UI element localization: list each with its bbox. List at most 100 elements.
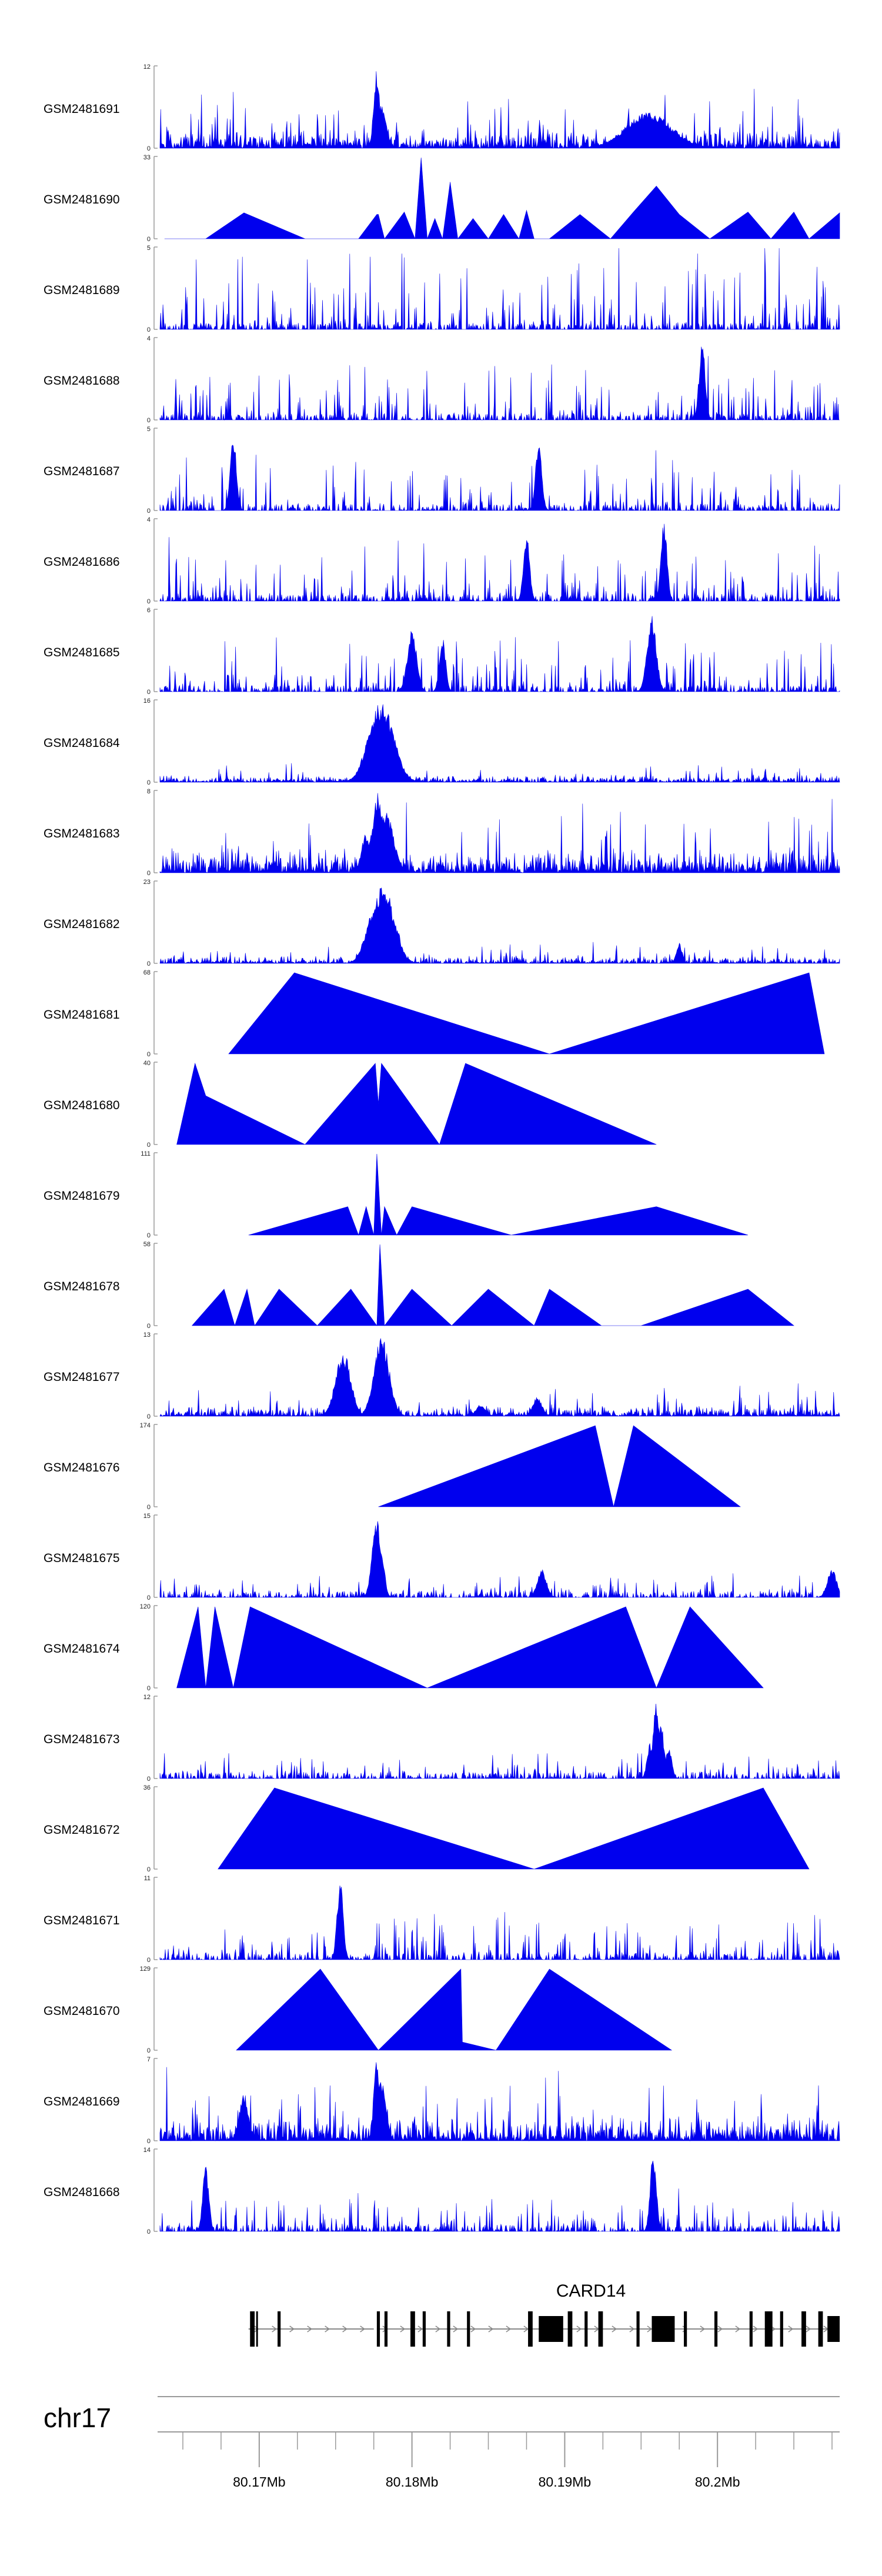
exon xyxy=(714,2311,718,2347)
y-max-label: 174 xyxy=(140,1422,151,1429)
genome-axis: chr17 80.17Mb 80.18Mb 80.19Mb 80.2Mb xyxy=(44,2396,840,2490)
y-max-label: 5 xyxy=(147,426,151,433)
track-label: GSM2481680 xyxy=(44,1099,120,1112)
y-min-label: 0 xyxy=(147,417,151,424)
exon xyxy=(584,2311,588,2347)
exon xyxy=(422,2311,426,2347)
track-GSM2481679: GSM2481679 111 0 xyxy=(44,1150,749,1239)
y-min-label: 0 xyxy=(147,508,151,515)
exon xyxy=(749,2311,753,2347)
tick-label: 80.17Mb xyxy=(233,2474,286,2490)
coverage-area xyxy=(159,248,840,331)
coverage-area xyxy=(159,704,840,783)
exon xyxy=(278,2311,281,2347)
track-label: GSM2481685 xyxy=(44,646,120,659)
track-label: GSM2481687 xyxy=(44,465,120,478)
coverage-area xyxy=(159,1338,840,1417)
exon xyxy=(376,2311,380,2347)
y-max-label: 7 xyxy=(147,2056,151,2063)
strand-arrow xyxy=(325,2325,330,2333)
y-min-label: 0 xyxy=(147,2138,151,2145)
y-min-label: 0 xyxy=(147,2228,151,2235)
track-label: GSM2481682 xyxy=(44,917,120,931)
coverage-area xyxy=(159,523,840,602)
track-label: GSM2481668 xyxy=(44,2185,120,2199)
strand-arrow xyxy=(470,2325,476,2333)
strand-arrow xyxy=(272,2325,278,2333)
exon xyxy=(447,2311,450,2347)
strand-arrow xyxy=(342,2325,348,2333)
exon xyxy=(384,2311,388,2347)
track-label: GSM2481678 xyxy=(44,1280,120,1293)
strand-arrow xyxy=(735,2325,741,2333)
y-min-label: 0 xyxy=(147,145,151,152)
tick-label: 80.18Mb xyxy=(386,2474,439,2490)
coverage-area xyxy=(159,1886,840,1961)
strand-arrow xyxy=(254,2325,260,2333)
exon xyxy=(250,2311,255,2347)
y-min-label: 0 xyxy=(147,1232,151,1239)
coverage-area xyxy=(176,1062,657,1145)
track-GSM2481675: GSM2481675 15 0 xyxy=(44,1513,840,1601)
coverage-area xyxy=(159,793,840,874)
track-label: GSM2481675 xyxy=(44,1551,120,1565)
strand-arrow xyxy=(506,2325,512,2333)
strand-arrow xyxy=(289,2325,295,2333)
y-max-label: 4 xyxy=(147,335,151,342)
track-label: GSM2481690 xyxy=(44,193,120,206)
strand-arrow xyxy=(717,2325,723,2333)
strand-arrow xyxy=(647,2325,653,2333)
y-min-label: 0 xyxy=(147,1413,151,1420)
gene-model xyxy=(248,2311,840,2347)
y-min-label: 0 xyxy=(147,779,151,786)
exon xyxy=(256,2311,258,2347)
track-GSM2481686: GSM2481686 4 0 xyxy=(44,516,840,605)
track-GSM2481674: GSM2481674 120 0 xyxy=(44,1603,764,1692)
strand-arrow xyxy=(629,2325,635,2333)
y-min-label: 0 xyxy=(147,960,151,967)
y-min-label: 0 xyxy=(147,1051,151,1058)
strand-arrow xyxy=(576,2325,582,2333)
track-GSM2481668: GSM2481668 14 0 xyxy=(44,2147,840,2235)
exon xyxy=(598,2311,603,2347)
coverage-area xyxy=(159,887,840,964)
chromosome-label: chr17 xyxy=(44,2403,111,2433)
y-max-label: 6 xyxy=(147,607,151,614)
exon xyxy=(567,2311,573,2347)
y-max-label: 40 xyxy=(143,1060,151,1067)
exon xyxy=(684,2311,687,2347)
track-label: GSM2481683 xyxy=(44,827,120,840)
y-min-label: 0 xyxy=(147,1866,151,1873)
exon xyxy=(539,2316,563,2342)
track-GSM2481682: GSM2481682 23 0 xyxy=(44,879,840,967)
y-max-label: 58 xyxy=(143,1241,151,1248)
track-GSM2481669: GSM2481669 7 0 xyxy=(44,2056,840,2145)
exon xyxy=(652,2316,675,2342)
track-GSM2481689: GSM2481689 5 0 xyxy=(44,245,840,333)
axis-ticks: 80.17Mb 80.18Mb 80.19Mb 80.2Mb xyxy=(182,2432,833,2490)
track-label: GSM2481674 xyxy=(44,1642,120,1656)
y-min-label: 0 xyxy=(147,1594,151,1601)
y-min-label: 0 xyxy=(147,326,151,333)
y-max-label: 12 xyxy=(143,64,151,71)
exon xyxy=(780,2311,783,2347)
strand-arrow xyxy=(417,2325,423,2333)
exon xyxy=(818,2311,823,2347)
y-min-label: 0 xyxy=(147,689,151,696)
y-max-label: 33 xyxy=(143,154,151,161)
strand-arrow xyxy=(360,2325,366,2333)
y-max-label: 11 xyxy=(144,1875,151,1882)
y-min-label: 0 xyxy=(147,236,151,243)
strand-arrow xyxy=(806,2325,811,2333)
track-GSM2481672: GSM2481672 36 0 xyxy=(44,1784,810,1873)
coverage-area xyxy=(159,2161,840,2233)
exon xyxy=(827,2316,840,2342)
coverage-area xyxy=(378,1425,741,1507)
track-label: GSM2481672 xyxy=(44,1823,120,1837)
coverage-area xyxy=(236,1968,673,2051)
y-max-label: 8 xyxy=(147,788,151,795)
track-GSM2481680: GSM2481680 40 0 xyxy=(44,1060,657,1149)
y-max-label: 16 xyxy=(143,698,151,705)
track-GSM2481685: GSM2481685 6 0 xyxy=(44,607,840,696)
